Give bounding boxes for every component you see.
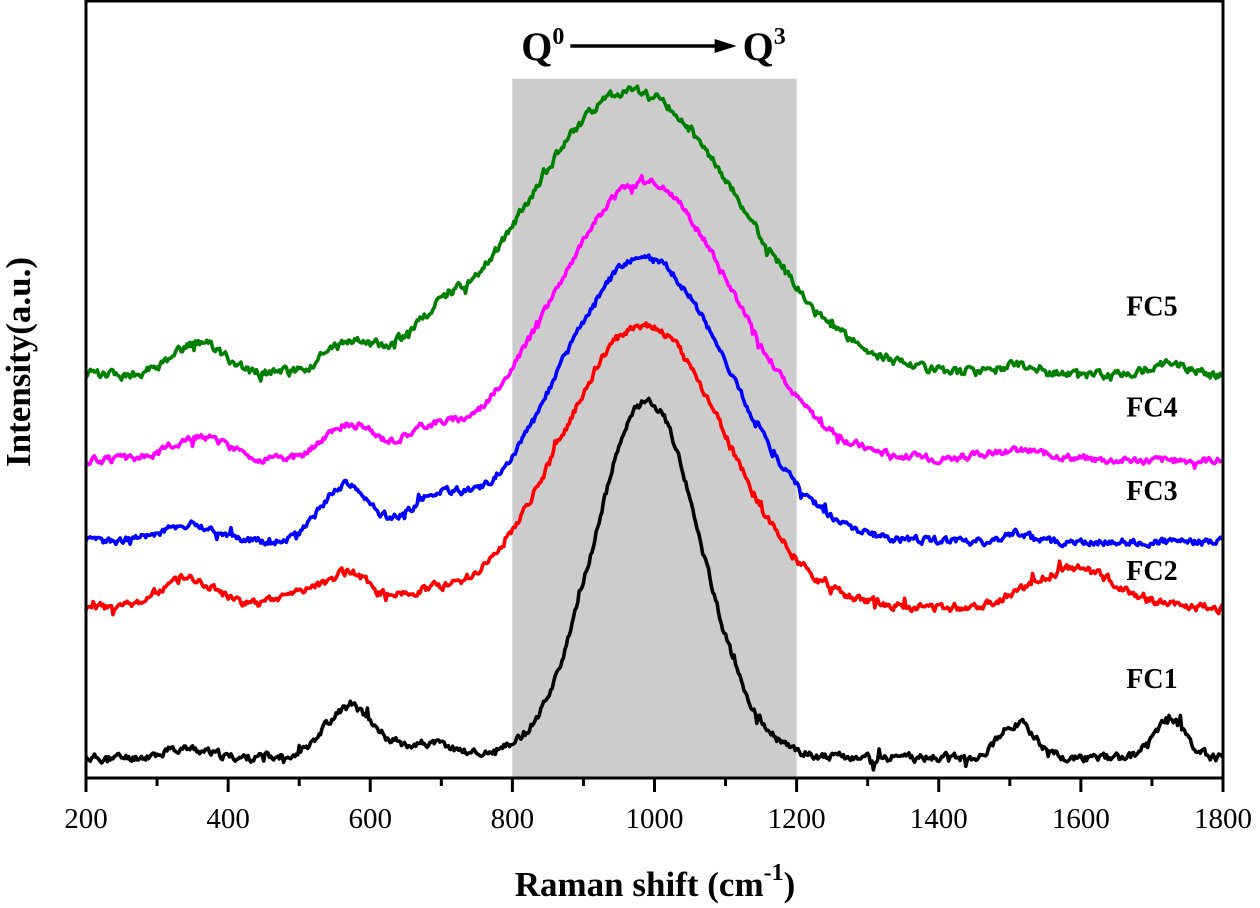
x-axis-title-tail: ) bbox=[784, 865, 796, 904]
x-tick-label: 400 bbox=[206, 803, 250, 835]
q0-sup: 0 bbox=[552, 24, 564, 50]
series-line-fc1 bbox=[84, 396, 1224, 772]
x-tick-label: 1600 bbox=[1052, 803, 1110, 835]
series-label-fc5: FC5 bbox=[1126, 292, 1177, 323]
x-axis-title-main: Raman shift (cm bbox=[515, 865, 764, 904]
q0-label: Q0 bbox=[521, 24, 564, 69]
q-region-shade bbox=[512, 78, 797, 778]
series-line-fc3 bbox=[84, 253, 1225, 549]
series-label-fc3: FC3 bbox=[1126, 476, 1177, 507]
y-axis-title: Intensity(a.u.) bbox=[0, 257, 38, 467]
series-line-fc5 bbox=[84, 84, 1224, 383]
q3-text: Q bbox=[743, 24, 774, 69]
x-tick-label: 200 bbox=[64, 803, 108, 835]
x-axis-title: Raman shift (cm-1) bbox=[515, 860, 796, 904]
series-label-fc4: FC4 bbox=[1126, 393, 1177, 424]
q0-text: Q bbox=[521, 24, 552, 69]
x-tick-label: 1200 bbox=[768, 803, 826, 835]
q-arrow-head bbox=[714, 39, 737, 53]
x-tick-label: 600 bbox=[349, 803, 393, 835]
series-label-fc1: FC1 bbox=[1126, 664, 1177, 695]
series-line-fc4 bbox=[84, 174, 1224, 470]
series-line-fc2 bbox=[84, 321, 1225, 617]
q3-sup: 3 bbox=[774, 24, 786, 50]
x-tick-label: 1000 bbox=[626, 803, 684, 835]
x-tick-label: 1400 bbox=[910, 803, 968, 835]
x-axis-title-sup: -1 bbox=[764, 860, 784, 886]
x-tick-label: 800 bbox=[491, 803, 535, 835]
q-annotation: Q0 Q3 bbox=[521, 24, 786, 69]
series-label-fc2: FC2 bbox=[1126, 556, 1177, 587]
x-tick-label: 1800 bbox=[1194, 803, 1252, 835]
q3-label: Q3 bbox=[743, 24, 786, 69]
